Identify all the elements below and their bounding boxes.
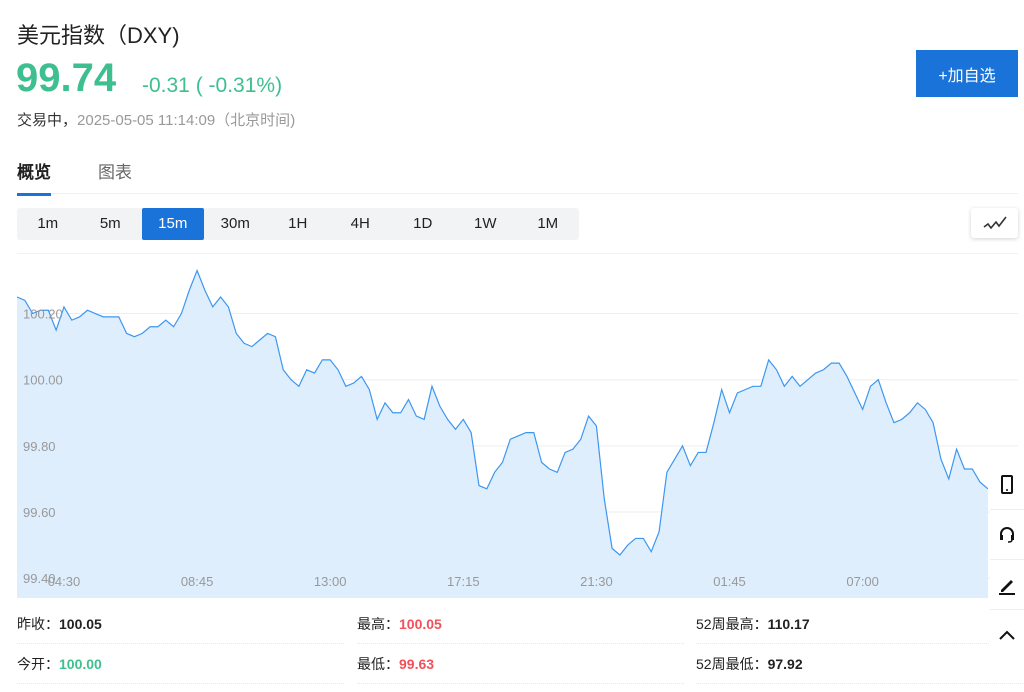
page-title: 美元指数（DXY) — [17, 23, 180, 48]
scroll-top-button[interactable] — [990, 610, 1024, 660]
x-tick-label: 13:00 — [314, 574, 347, 589]
x-tick-label: 04:30 — [48, 574, 81, 589]
y-tick-label: 99.40 — [23, 571, 56, 586]
y-tick-label: 99.60 — [23, 505, 56, 520]
period-30m[interactable]: 30m — [220, 215, 250, 232]
stat-item: 52周最高：110.17 — [696, 604, 1023, 644]
x-tick-label: 01:45 — [713, 574, 746, 589]
add-watchlist-button[interactable]: +加自选 — [916, 50, 1018, 97]
stat-label: 52周最低： — [696, 656, 768, 672]
tab-bar: 概览 图表 — [17, 156, 1018, 196]
x-tick-label: 21:30 — [580, 574, 613, 589]
feedback-button[interactable] — [990, 560, 1024, 610]
area-fill — [17, 270, 988, 598]
headset-icon — [1000, 526, 1014, 543]
period-1H[interactable]: 1H — [288, 215, 308, 232]
y-tick-label: 100.00 — [23, 373, 63, 388]
mobile-icon — [1001, 474, 1013, 494]
y-tick-label: 100.20 — [23, 307, 63, 322]
floating-toolbar — [990, 460, 1024, 660]
stat-value: 100.05 — [399, 616, 442, 632]
price-line — [16, 268, 989, 556]
pencil-icon — [999, 579, 1015, 595]
status-label: 交易中， — [17, 112, 78, 129]
stat-item: 昨收：100.05 — [17, 604, 344, 644]
period-5m[interactable]: 5m — [99, 215, 121, 232]
period-1m[interactable]: 1m — [37, 215, 59, 232]
stat-value: 100.05 — [59, 616, 102, 632]
mobile-button[interactable] — [990, 460, 1024, 510]
period-1D[interactable]: 1D — [413, 215, 433, 232]
stat-label: 今开： — [17, 656, 59, 672]
chart-type-button[interactable] — [971, 208, 1018, 238]
stat-item: 最高：100.05 — [357, 604, 684, 644]
price-change: -0.31 ( -0.31%) — [142, 74, 283, 97]
x-tick-label: 08:45 — [181, 574, 214, 589]
support-button[interactable] — [990, 510, 1024, 560]
stat-item: 最低：99.63 — [357, 644, 684, 684]
timestamp: 2025-05-05 11:14:09（北京时间) — [77, 112, 296, 129]
stat-value: 110.17 — [767, 616, 810, 632]
period-4H[interactable]: 4H — [350, 215, 370, 232]
stat-value: 97.92 — [767, 656, 803, 672]
tab-chart[interactable]: 图表 — [98, 163, 132, 182]
line-chart-icon — [983, 216, 1007, 230]
chevron-up-icon — [999, 630, 1015, 640]
tab-overview[interactable]: 概览 — [17, 158, 51, 196]
price-chart[interactable]: 100.20 100.00 99.80 99.60 99.40 04:30 08:45 13:… — [16, 253, 1018, 598]
stat-value: 99.63 — [399, 656, 435, 672]
stat-label: 昨收： — [17, 616, 59, 632]
trading-status: 交易中，2025-05-05 11:14:09（北京时间) — [17, 109, 295, 130]
x-tick-label: 17:15 — [447, 574, 480, 589]
stat-label: 最低： — [357, 656, 399, 672]
stat-label: 52周最高： — [696, 616, 768, 632]
stat-label: 最高： — [357, 616, 399, 632]
x-tick-label: 07:00 — [846, 574, 879, 589]
y-tick-label: 99.80 — [23, 439, 56, 454]
period-1M[interactable]: 1M — [537, 215, 559, 232]
stat-value: 100.00 — [59, 656, 102, 672]
current-price: 99.74 — [16, 56, 117, 100]
period-selector: 1m 5m 15m 30m 1H 4H 1D 1W 1M — [17, 208, 579, 240]
stat-item: 今开：100.00 — [17, 644, 344, 684]
period-15m[interactable]: 15m — [142, 208, 204, 240]
period-1W[interactable]: 1W — [474, 215, 497, 232]
stat-item: 52周最低：97.92 — [696, 644, 1023, 684]
